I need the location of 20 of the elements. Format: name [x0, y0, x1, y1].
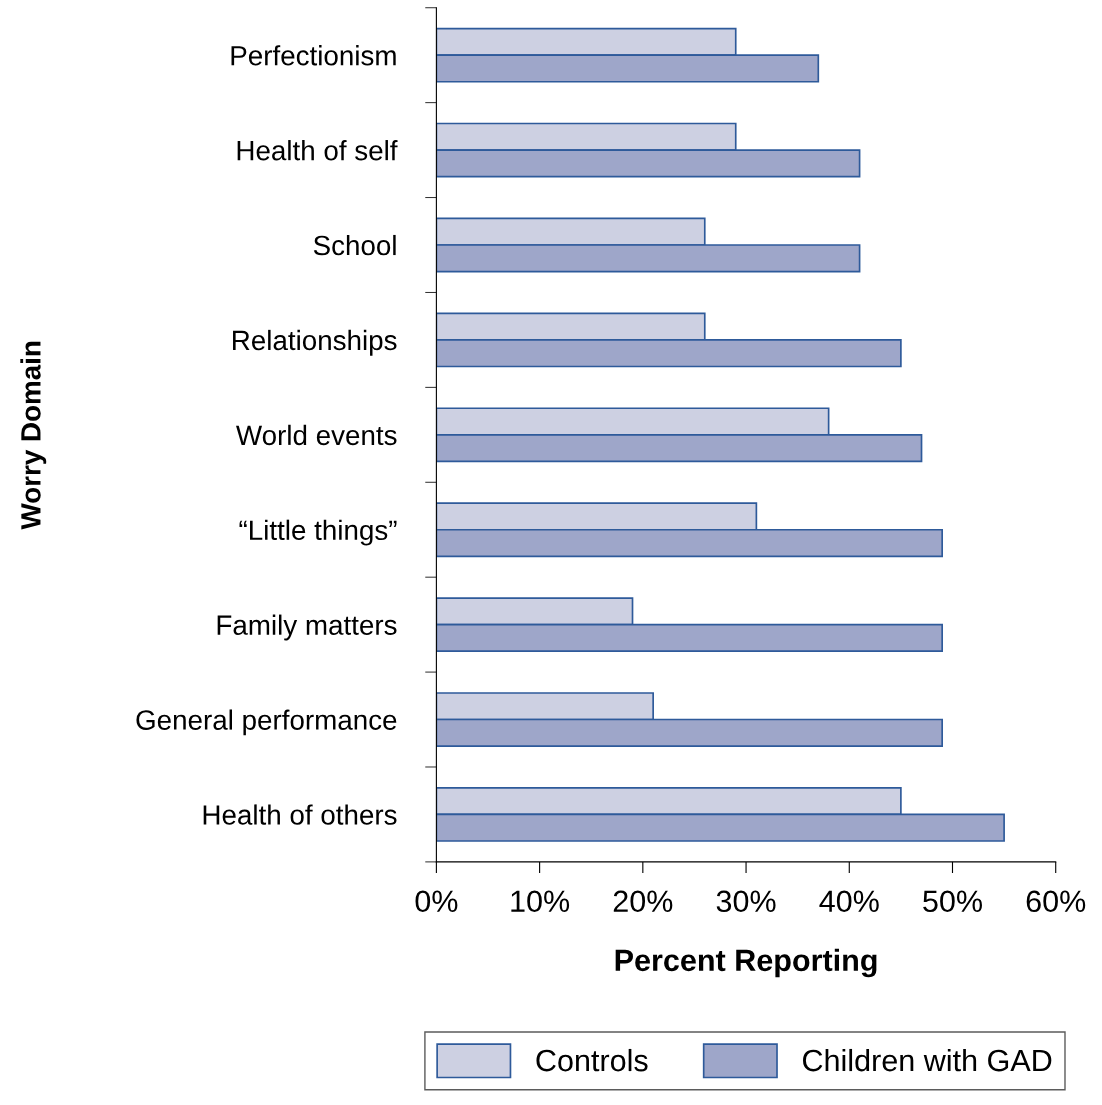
x-tick-label: 50% [923, 890, 982, 913]
y-tick-label: Health of others [203, 804, 397, 825]
legend-label: Children with GAD [803, 1048, 1052, 1072]
x-tick-label: 40% [819, 890, 879, 913]
x-tick-label: 0% [415, 890, 458, 913]
y-axis-title: Worry Domain [20, 341, 47, 530]
y-tick-label: World events [236, 424, 397, 446]
y-tick-label: Family matters [217, 614, 397, 641]
y-tick-label: General performance [136, 709, 397, 736]
y-tick-label: Health of self [237, 140, 398, 161]
x-tick-label: 30% [716, 890, 776, 913]
y-tick-label: Perfectionism [231, 45, 396, 66]
y-tick-label: School [313, 234, 396, 256]
x-tick-label: 20% [613, 890, 673, 913]
y-tick-label: Relationships [233, 329, 397, 356]
x-tick-label: 10% [511, 890, 570, 913]
y-tick-label: “Little things” [239, 519, 397, 546]
legend-label: Controls [536, 1048, 648, 1072]
x-axis-title: Percent Reporting [615, 948, 877, 978]
x-tick-label: 60% [1026, 890, 1086, 913]
